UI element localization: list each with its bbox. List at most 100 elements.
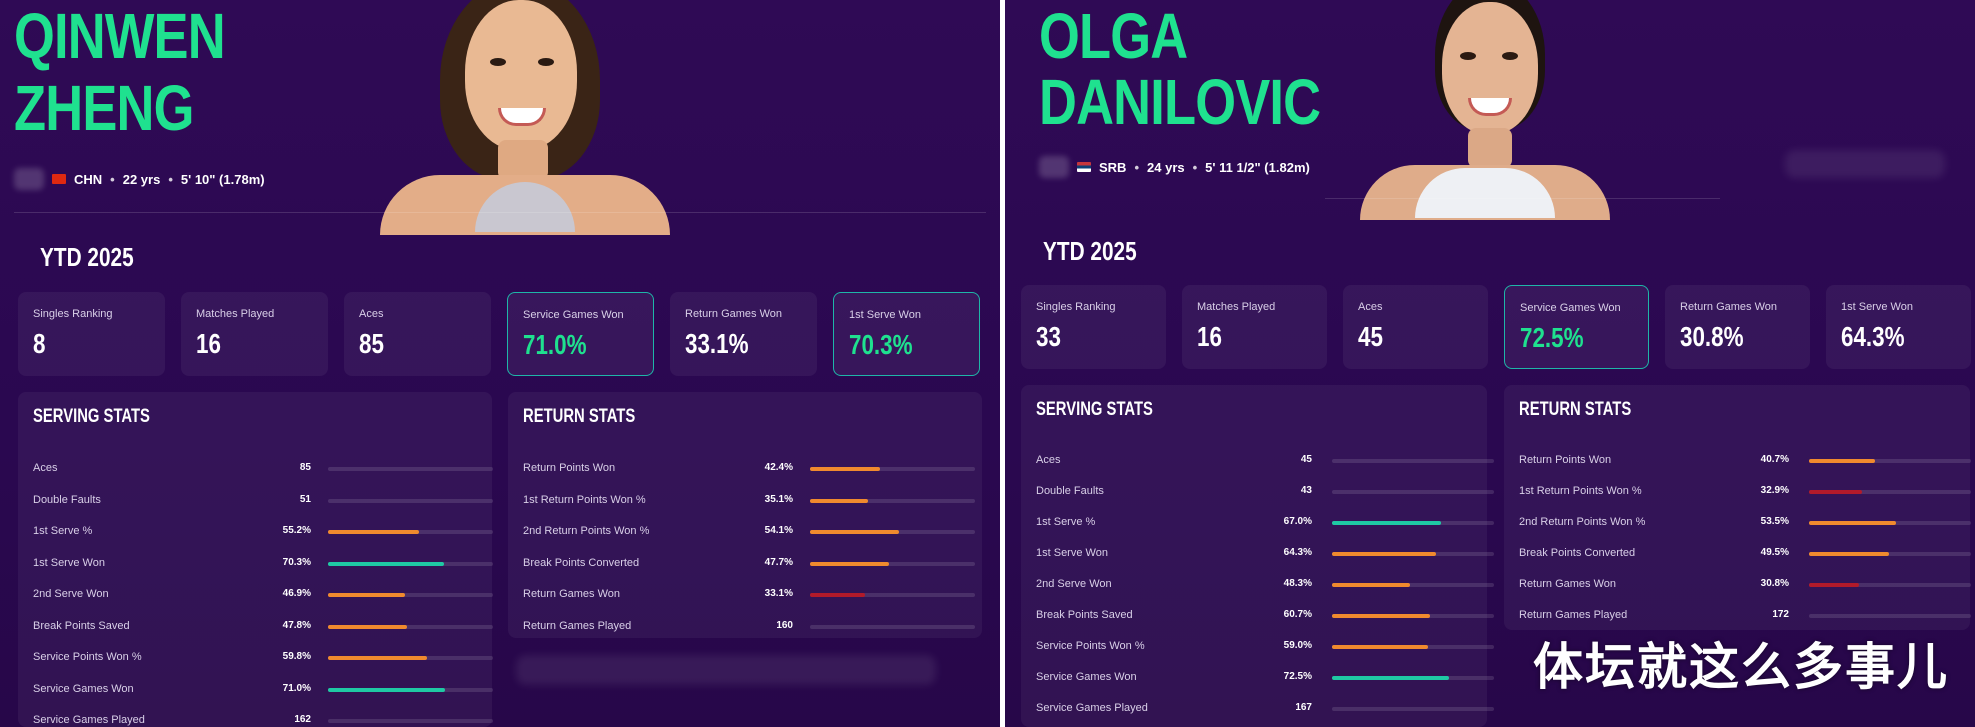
stat-value: 45 xyxy=(1300,454,1312,465)
stat-row: Service Games Won 72.5% xyxy=(1036,669,1494,689)
stat-bar-track xyxy=(1809,459,1971,463)
player-panel-danilovic: OLGA DANILOVIC SRB • 24 yrs • 5' 11 1/2"… xyxy=(1005,0,1975,727)
stat-row: Break Points Converted 47.7% xyxy=(523,555,975,575)
stat-row: 1st Serve % 67.0% xyxy=(1036,514,1494,534)
chevron-down-icon[interactable]: • xyxy=(1129,244,1133,255)
stat-row: 2nd Serve Won 46.9% xyxy=(33,586,493,606)
stat-label: Service Games Won xyxy=(1036,671,1137,683)
serving-stats-title: SERVING STATS xyxy=(1036,399,1153,420)
stat-label: Double Faults xyxy=(1036,485,1104,497)
stat-row: Service Games Played 167 xyxy=(1036,700,1494,720)
ytd-heading[interactable]: YTD 2025 xyxy=(40,242,134,272)
stat-label: Break Points Saved xyxy=(33,619,130,632)
stat-row: Service Points Won % 59.8% xyxy=(33,649,493,669)
stat-row: Service Games Played 162 xyxy=(33,712,493,727)
ytd-heading[interactable]: YTD 2025 xyxy=(1043,236,1137,266)
stat-value: 47.7% xyxy=(764,556,793,568)
stat-value: 160 xyxy=(776,619,793,631)
stat-row: Aces 45 xyxy=(1036,452,1494,472)
player-age: 24 yrs xyxy=(1147,159,1185,175)
chevron-down-icon[interactable]: • xyxy=(126,250,130,261)
stat-card-value: 71.0% xyxy=(523,329,587,360)
stat-bar-fill xyxy=(810,593,865,597)
serving-stats-title: SERVING STATS xyxy=(33,406,150,427)
stat-value: 33.1% xyxy=(764,588,793,599)
stat-bar-fill xyxy=(810,467,880,471)
stat-bar-track xyxy=(328,467,493,471)
stat-label: 1st Return Points Won % xyxy=(523,493,646,506)
stat-card-value: 45 xyxy=(1358,321,1383,352)
stat-card-value: 16 xyxy=(196,328,221,359)
stat-label: Return Games Won xyxy=(523,588,621,600)
stat-bar-track xyxy=(328,656,493,660)
stat-value: 71.0% xyxy=(282,682,311,694)
stat-label: 1st Serve Won xyxy=(1036,547,1108,559)
stat-card-label: Matches Played xyxy=(1197,301,1276,313)
stat-label: Return Points Won xyxy=(523,462,616,474)
stat-row: 1st Return Points Won % 32.9% xyxy=(1519,483,1971,503)
stat-row: Aces 85 xyxy=(33,460,493,480)
stat-bar-track xyxy=(328,624,493,629)
stat-bar-track xyxy=(1332,583,1494,587)
stat-value: 59.8% xyxy=(282,651,311,662)
stat-bar-fill xyxy=(1809,521,1896,525)
stat-card-value: 85 xyxy=(359,328,384,359)
header-divider xyxy=(14,212,986,213)
stat-value: 55.2% xyxy=(282,525,311,536)
stat-value: 48.3% xyxy=(1283,578,1312,589)
header-divider xyxy=(1325,198,1720,199)
stat-value: 167 xyxy=(1295,702,1312,713)
separator-dot: • xyxy=(110,171,115,187)
stat-bar-fill xyxy=(1332,521,1441,525)
stat-row: Return Games Played 172 xyxy=(1519,607,1971,627)
stat-bar-fill xyxy=(1809,583,1859,587)
stat-row: Double Faults 43 xyxy=(1036,483,1494,503)
stat-row: 1st Serve Won 64.3% xyxy=(1036,545,1494,565)
stat-row: Return Points Won 42.4% xyxy=(523,460,975,480)
blurred-content xyxy=(1785,150,1945,178)
stat-value: 42.4% xyxy=(764,462,793,473)
stat-value: 59.0% xyxy=(1283,640,1312,651)
stat-card: 1st Serve Won 64.3% xyxy=(1826,285,1971,369)
stat-bar-track xyxy=(1809,521,1971,525)
stat-bar-track xyxy=(1332,521,1494,525)
stat-value: 49.5% xyxy=(1760,547,1789,558)
stat-value: 72.5% xyxy=(1283,671,1312,682)
stat-bar-fill xyxy=(1332,614,1431,618)
stat-label: Aces xyxy=(33,462,58,474)
stat-value: 172 xyxy=(1772,609,1789,620)
stat-card-value: 70.3% xyxy=(849,329,913,360)
stat-card-value: 64.3% xyxy=(1841,321,1905,352)
stat-card: 1st Serve Won 70.3% xyxy=(833,292,980,376)
stat-label: Break Points Converted xyxy=(523,556,640,569)
stat-card-value: 8 xyxy=(33,328,46,359)
serving-stats-section: SERVING STATS Aces 45 Double Faults 43 1st S… xyxy=(1021,385,1494,727)
return-stats-section: RETURN STATS Return Points Won 42.4% 1st R… xyxy=(508,392,982,638)
stat-card-value: 33 xyxy=(1036,321,1061,352)
stat-label: Return Points Won xyxy=(1519,454,1612,466)
stat-bar-fill xyxy=(810,498,868,503)
stat-bar-fill xyxy=(1809,552,1890,556)
serving-stats-section: SERVING STATS Aces 85 Double Faults 51 1st S… xyxy=(18,392,493,727)
stat-card: Matches Played 16 xyxy=(1182,285,1327,369)
stat-bar-fill xyxy=(1809,459,1875,463)
blurred-badge xyxy=(1039,156,1069,178)
return-stats-title: RETURN STATS xyxy=(523,406,636,427)
player-first-name: QINWEN xyxy=(14,0,226,72)
separator-dot: • xyxy=(1192,159,1198,175)
stat-card-label: Service Games Won xyxy=(1520,302,1621,314)
player-last-name: ZHENG xyxy=(14,72,194,144)
stat-card: Return Games Won 30.8% xyxy=(1665,285,1810,369)
stat-bar-track xyxy=(1332,490,1494,494)
stat-bar-track xyxy=(328,593,493,597)
return-stats-title: RETURN STATS xyxy=(1519,399,1632,420)
stat-card-label: Service Games Won xyxy=(523,309,624,321)
stat-card-label: 1st Serve Won xyxy=(1841,301,1913,313)
stat-bar-fill xyxy=(328,624,407,629)
stat-value: 51 xyxy=(299,493,311,505)
stat-label: Service Games Played xyxy=(33,714,145,726)
stat-bar-track xyxy=(810,530,975,534)
player-meta: SRB • 24 yrs • 5' 11 1/2" (1.82m) xyxy=(1039,156,1310,178)
stat-bar-track xyxy=(328,561,493,566)
stat-card: Singles Ranking 8 xyxy=(18,292,165,376)
